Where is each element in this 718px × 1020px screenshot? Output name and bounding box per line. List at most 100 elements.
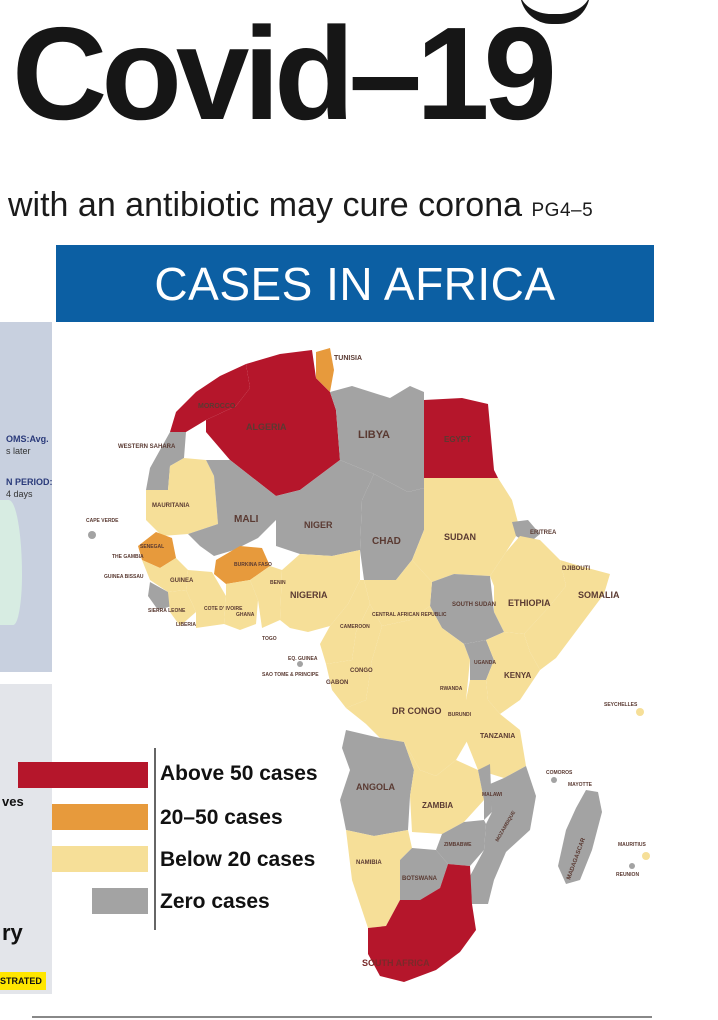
legend-swatch-zero xyxy=(92,888,148,914)
region-tanzania xyxy=(466,680,526,778)
label-benin: BENIN xyxy=(270,580,286,586)
label-senegal: SENEGAL xyxy=(140,544,164,550)
region-malawi xyxy=(478,764,492,820)
region-mauritania xyxy=(146,458,218,536)
africa-covid-map: TUNISIA ALGERIA MOROCCO LIBYA EGYPT WEST… xyxy=(86,348,650,982)
label-guinea-bissau: GUINEA BISSAU xyxy=(104,574,144,580)
side-badge: STRATED xyxy=(0,972,46,990)
legend-label-below-20: Below 20 cases xyxy=(160,848,316,871)
label-mauritius: MAURITIUS xyxy=(618,842,646,848)
region-kenya xyxy=(486,632,540,714)
legend-swatch-20-50 xyxy=(52,804,148,830)
label-morocco: MOROCCO xyxy=(198,403,236,410)
label-seychelles: SEYCHELLES xyxy=(604,702,638,708)
label-western-sahara: WESTERN SAHARA xyxy=(118,444,176,450)
label-togo: TOGO xyxy=(262,636,277,642)
label-kenya: KENYA xyxy=(504,671,531,680)
map-title-banner: CASES IN AFRICA xyxy=(56,245,654,322)
region-togo-benin xyxy=(250,566,282,628)
region-niger xyxy=(276,460,374,556)
label-cote-divoire: COTE D' IVOIRE xyxy=(204,606,243,612)
label-egypt: EGYPT xyxy=(444,435,471,444)
label-sao-tome: SAO TOME & PRINCIPE xyxy=(262,672,319,678)
label-tunisia: TUNISIA xyxy=(334,355,362,362)
label-congo: CONGO xyxy=(350,668,373,674)
label-rwanda: RWANDA xyxy=(440,686,463,692)
label-ethiopia: ETHIOPIA xyxy=(508,598,551,608)
region-morocco xyxy=(170,364,250,432)
page-rule xyxy=(32,1016,652,1018)
label-car: CENTRAL AFRICAN REPUBLIC xyxy=(372,612,447,618)
label-south-africa: SOUTH AFRICA xyxy=(362,958,430,968)
legend-divider xyxy=(154,748,156,930)
label-libya: LIBYA xyxy=(358,429,390,441)
region-burkina-faso xyxy=(214,546,270,584)
region-gabon-congo xyxy=(326,604,382,708)
region-zambia xyxy=(404,742,484,834)
side-graphic xyxy=(0,500,22,625)
label-ghana: GHANA xyxy=(236,612,255,618)
label-chad: CHAD xyxy=(372,536,401,547)
region-south-sudan xyxy=(430,574,504,644)
label-somalia: SOMALIA xyxy=(578,590,620,600)
tagline-text: with an antibiotic may cure corona xyxy=(8,186,523,224)
region-sierra-leone xyxy=(148,582,172,610)
label-angola: ANGOLA xyxy=(356,782,395,792)
label-cameroon: CAMEROON xyxy=(340,624,370,630)
region-somalia xyxy=(524,560,610,670)
region-algeria xyxy=(206,350,340,496)
region-cameroon xyxy=(320,580,370,664)
label-zambia: ZAMBIA xyxy=(422,801,453,810)
region-western-sahara xyxy=(146,432,186,490)
side-incubation-label: N PERIOD: xyxy=(6,477,53,487)
label-nigeria: NIGERIA xyxy=(290,590,328,600)
island-cape-verde xyxy=(88,531,96,539)
label-eritrea: ERITREA xyxy=(530,530,557,536)
label-djibouti: DJIBOUTI xyxy=(562,566,590,572)
region-liberia xyxy=(168,590,196,626)
side-incubation-sub: 4 days xyxy=(6,489,33,499)
label-sierra-leone: SIERRA LEONE xyxy=(148,608,186,614)
region-mozambique xyxy=(470,766,536,904)
label-zimbabwe: ZIMBABWE xyxy=(444,842,472,848)
region-ethiopia xyxy=(490,536,566,634)
label-malawi: MALAWI xyxy=(482,792,503,798)
label-cape-verde: CAPE VERDE xyxy=(86,518,119,524)
region-namibia xyxy=(346,830,412,928)
headline-fragment xyxy=(520,0,590,24)
label-eq-guinea: EQ. GUINEA xyxy=(288,656,318,662)
legend-label-above-50: Above 50 cases xyxy=(160,762,318,785)
label-gabon: GABON xyxy=(326,680,348,686)
label-liberia: LIBERIA xyxy=(176,622,196,628)
label-sudan: SUDAN xyxy=(444,532,476,542)
region-mali xyxy=(188,460,276,556)
side-word-ves: ves xyxy=(2,794,24,809)
region-madagascar xyxy=(558,790,602,884)
region-zimbabwe xyxy=(436,820,486,866)
region-tunisia xyxy=(316,348,334,392)
legend-swatch-below-20 xyxy=(52,846,148,872)
label-botswana: BOTSWANA xyxy=(402,876,438,882)
region-dr-congo xyxy=(346,606,470,776)
island-reunion xyxy=(629,863,635,869)
label-mayotte: MAYOTTE xyxy=(568,782,593,788)
label-namibia: NAMIBIA xyxy=(356,860,382,866)
legend-label-20-50: 20–50 cases xyxy=(160,806,283,829)
region-south-africa xyxy=(368,864,476,982)
region-guinea xyxy=(142,558,188,592)
region-uganda xyxy=(464,640,494,680)
side-symptoms-label: OMS:Avg. xyxy=(6,434,49,444)
region-cote-divoire xyxy=(186,570,226,628)
region-ghana xyxy=(224,580,258,630)
island-comoros xyxy=(551,777,557,783)
label-burundi: BURUNDI xyxy=(448,712,472,718)
label-burkina-faso: BURKINA FASO xyxy=(234,562,272,568)
region-nigeria xyxy=(280,550,360,632)
side-symptoms-sub: s later xyxy=(6,446,31,456)
label-reunion: REUNION xyxy=(616,872,639,878)
region-libya xyxy=(330,386,424,492)
label-comoros: COMOROS xyxy=(546,770,573,776)
region-botswana xyxy=(400,848,448,900)
label-tanzania: TANZANIA xyxy=(480,733,515,740)
side-lower-panel xyxy=(0,684,52,994)
